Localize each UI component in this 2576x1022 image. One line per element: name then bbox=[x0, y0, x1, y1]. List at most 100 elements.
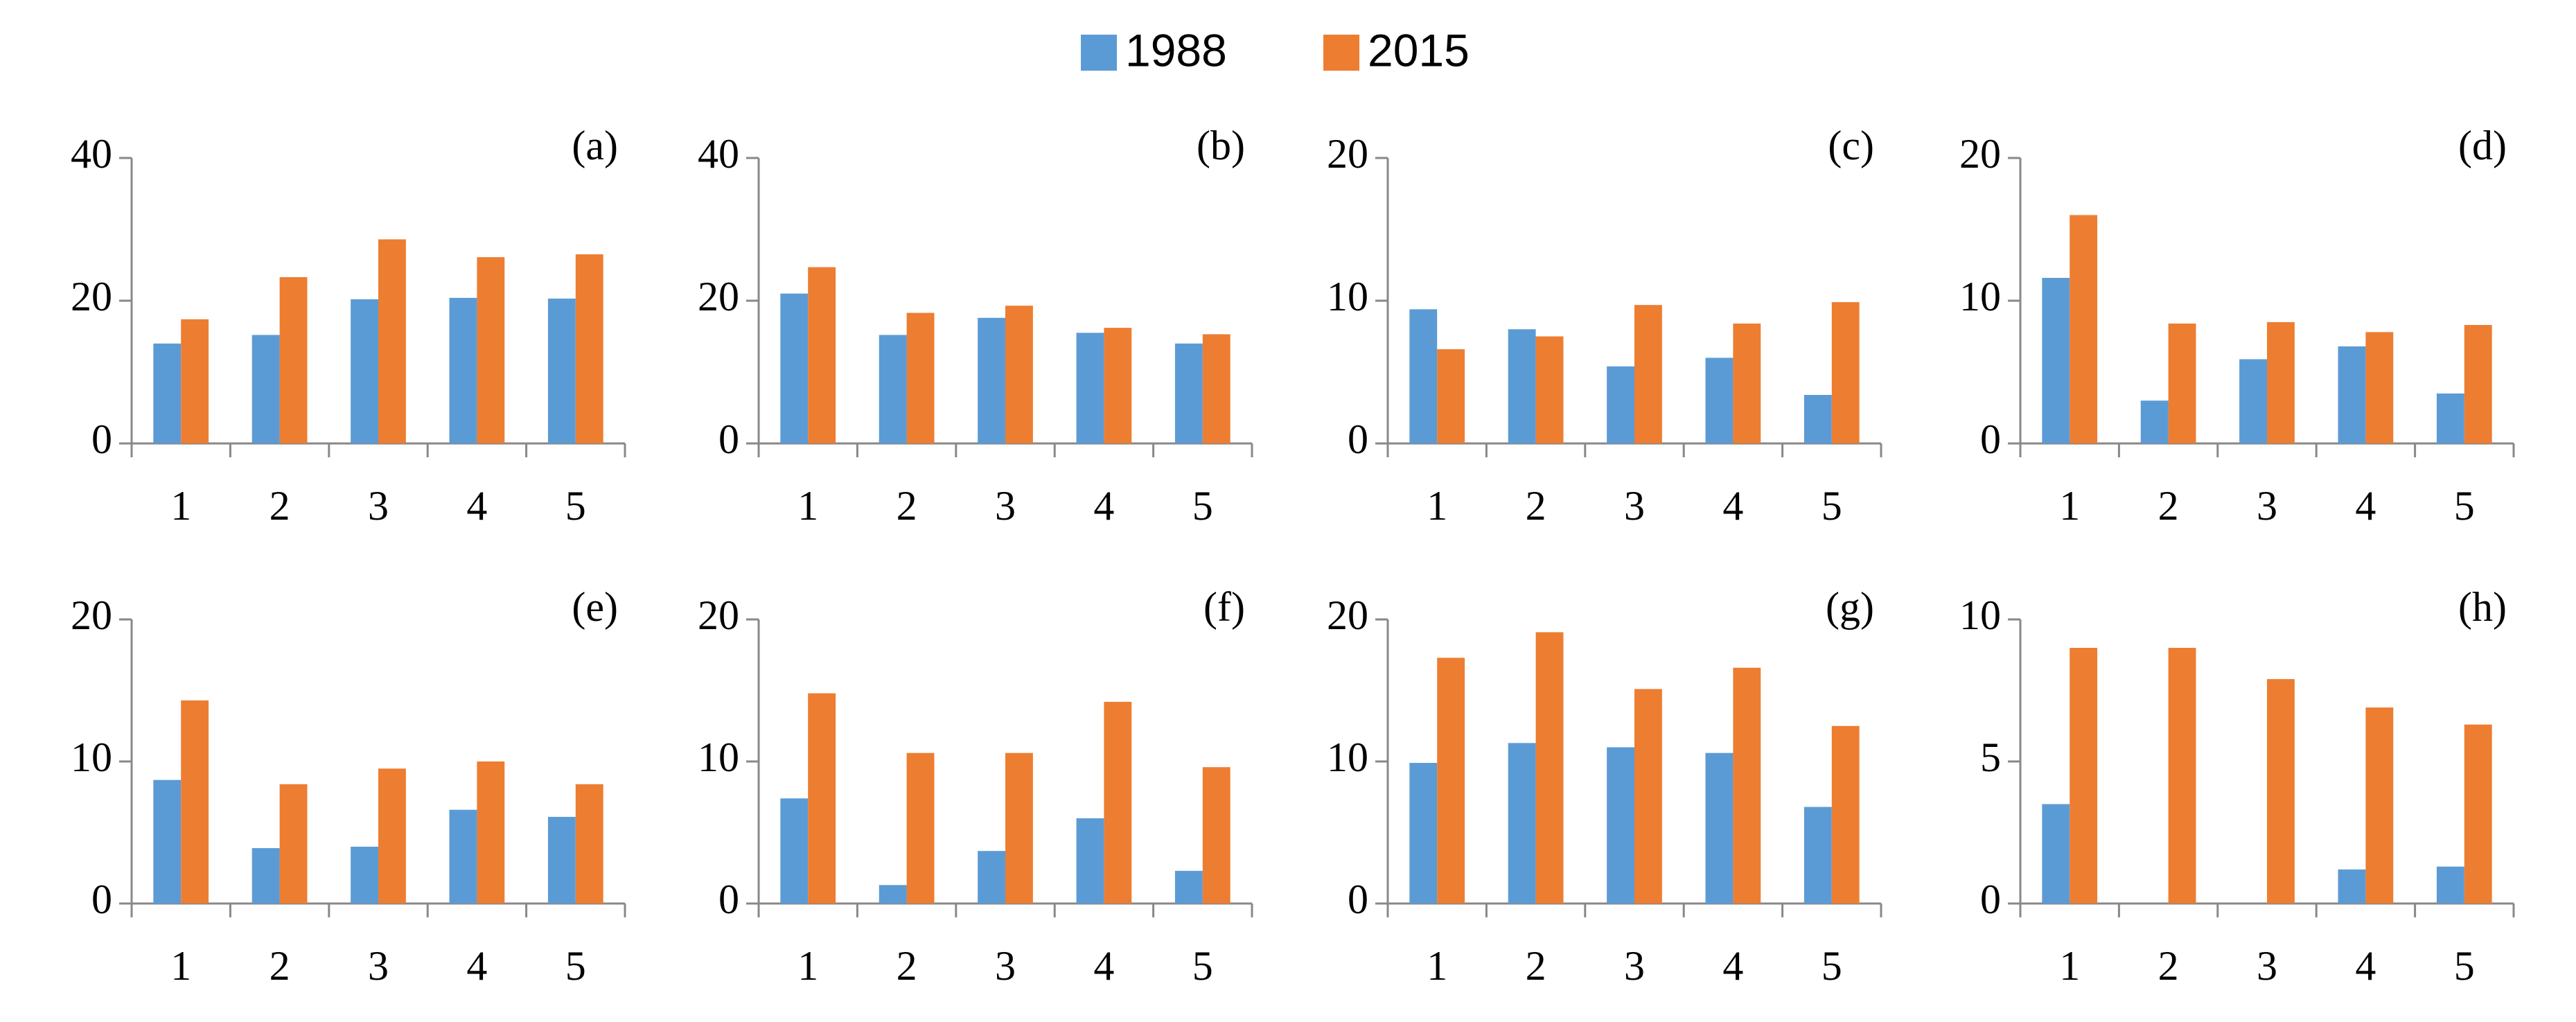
legend-swatch bbox=[1323, 35, 1359, 71]
x-tick-label: 3 bbox=[995, 483, 1016, 529]
x-tick-label: 2 bbox=[1526, 943, 1546, 989]
x-tick-label: 4 bbox=[2355, 943, 2376, 989]
bar bbox=[1733, 667, 1761, 904]
x-tick-label: 4 bbox=[2355, 483, 2376, 529]
x-tick-label: 5 bbox=[2454, 943, 2475, 989]
bar bbox=[808, 693, 836, 904]
bar bbox=[2338, 869, 2366, 904]
panel-label: (g) bbox=[1826, 584, 1874, 630]
x-tick-label: 3 bbox=[1624, 943, 1645, 989]
y-tick-label: 10 bbox=[698, 734, 739, 780]
x-tick-label: 2 bbox=[897, 483, 917, 529]
legend-label: 1988 bbox=[1125, 24, 1227, 76]
bar bbox=[1634, 305, 1662, 443]
y-tick-label: 10 bbox=[1959, 592, 2001, 638]
bar bbox=[1535, 632, 1564, 904]
x-tick-label: 4 bbox=[1722, 943, 1743, 989]
y-tick-label: 0 bbox=[1348, 876, 1368, 922]
bar bbox=[1202, 334, 1230, 443]
bar bbox=[449, 809, 477, 904]
bar bbox=[879, 335, 907, 443]
bar bbox=[181, 700, 209, 904]
bar bbox=[449, 297, 477, 443]
bar bbox=[2436, 866, 2464, 904]
bar bbox=[1535, 336, 1564, 443]
y-tick-label: 0 bbox=[718, 416, 739, 462]
bar bbox=[1705, 752, 1733, 904]
x-tick-label: 3 bbox=[368, 943, 389, 989]
panel-label: (d) bbox=[2458, 123, 2507, 168]
y-tick-label: 0 bbox=[91, 416, 112, 462]
x-tick-label: 5 bbox=[1192, 943, 1213, 989]
bar bbox=[252, 848, 280, 904]
x-tick-label: 4 bbox=[466, 483, 487, 529]
bar bbox=[279, 784, 308, 904]
x-tick-label: 5 bbox=[1821, 483, 1842, 529]
x-tick-label: 1 bbox=[2059, 483, 2080, 529]
bar bbox=[547, 298, 576, 443]
x-tick-label: 4 bbox=[1722, 483, 1743, 529]
bar bbox=[279, 277, 308, 443]
x-tick-label: 2 bbox=[270, 483, 290, 529]
bar bbox=[808, 267, 836, 443]
bar bbox=[1705, 358, 1733, 443]
x-tick-label: 1 bbox=[170, 943, 191, 989]
y-tick-label: 40 bbox=[71, 131, 112, 177]
panel-label: (h) bbox=[2458, 584, 2507, 630]
x-tick-label: 1 bbox=[797, 943, 818, 989]
bar bbox=[1831, 302, 1860, 443]
bar bbox=[780, 293, 809, 443]
bar bbox=[181, 319, 209, 443]
bar bbox=[547, 816, 576, 904]
x-tick-label: 3 bbox=[2257, 483, 2277, 529]
x-tick-label: 2 bbox=[897, 943, 917, 989]
x-tick-label: 2 bbox=[2158, 483, 2179, 529]
bar bbox=[477, 257, 505, 443]
bar bbox=[351, 299, 378, 443]
y-tick-label: 0 bbox=[718, 876, 739, 922]
x-tick-label: 3 bbox=[2257, 943, 2277, 989]
bar bbox=[1104, 701, 1132, 904]
x-tick-label: 1 bbox=[2059, 943, 2080, 989]
panel-label: (f) bbox=[1203, 584, 1245, 630]
bar bbox=[153, 343, 182, 443]
x-tick-label: 4 bbox=[466, 943, 487, 989]
x-tick-label: 5 bbox=[1192, 483, 1213, 529]
bar bbox=[1803, 807, 1832, 904]
bar bbox=[1508, 743, 1536, 904]
x-tick-label: 4 bbox=[1093, 483, 1114, 529]
bar bbox=[906, 312, 935, 443]
x-tick-label: 5 bbox=[1821, 943, 1842, 989]
x-tick-label: 2 bbox=[1526, 483, 1546, 529]
bar bbox=[2168, 323, 2196, 443]
bar bbox=[252, 335, 280, 443]
legend-label: 2015 bbox=[1368, 24, 1470, 76]
bar bbox=[1174, 870, 1203, 904]
bar bbox=[1634, 689, 1662, 904]
bar bbox=[978, 317, 1005, 443]
bar bbox=[1733, 323, 1761, 443]
x-tick-label: 2 bbox=[270, 943, 290, 989]
y-tick-label: 10 bbox=[1959, 274, 2001, 319]
bar bbox=[2239, 359, 2267, 443]
bar bbox=[1076, 333, 1104, 443]
bar bbox=[879, 885, 907, 904]
x-tick-label: 3 bbox=[995, 943, 1016, 989]
y-tick-label: 20 bbox=[71, 274, 112, 319]
x-tick-label: 5 bbox=[565, 943, 586, 989]
bar bbox=[1076, 818, 1104, 904]
bar bbox=[575, 254, 603, 443]
x-tick-label: 1 bbox=[1427, 943, 1447, 989]
bar bbox=[378, 768, 406, 904]
bar bbox=[2365, 332, 2394, 443]
bar bbox=[2338, 346, 2366, 443]
x-tick-label: 3 bbox=[1624, 483, 1645, 529]
y-tick-label: 40 bbox=[698, 131, 739, 177]
bar bbox=[1437, 349, 1465, 443]
bar bbox=[1831, 725, 1860, 904]
bar bbox=[575, 784, 603, 904]
x-tick-label: 2 bbox=[2158, 943, 2179, 989]
x-tick-label: 5 bbox=[565, 483, 586, 529]
bar bbox=[906, 752, 935, 904]
